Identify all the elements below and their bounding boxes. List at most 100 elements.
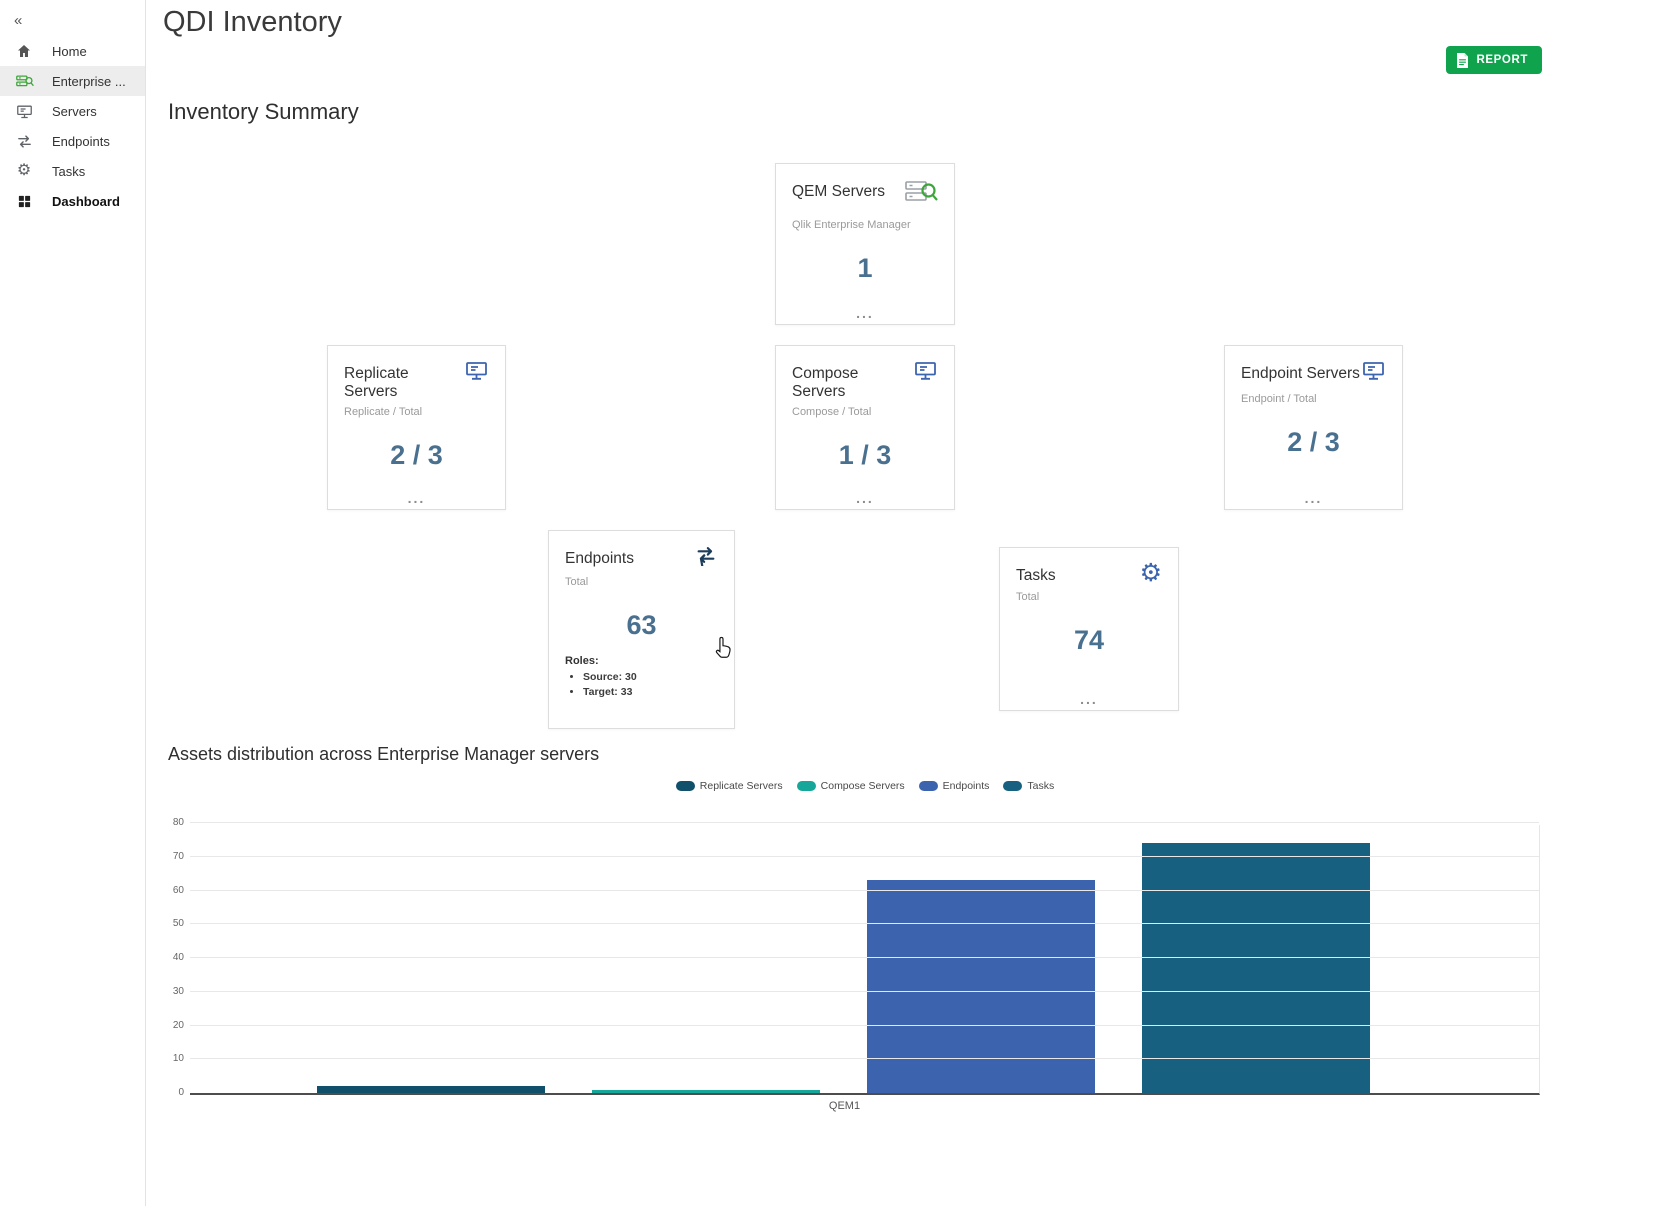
inventory-summary-heading: Inventory Summary [168,99,359,124]
monitor-icon [464,359,489,388]
gridline [190,889,1539,891]
card-title: QEM Servers [792,183,886,200]
home-icon [14,41,34,61]
sidebar-item-dashboard[interactable]: Dashboard [0,186,145,216]
card-replicate-servers: Replicate Servers Replicate / Total 2 / … [327,345,506,510]
tasks-gear-icon: ⚙ [16,162,32,179]
swap-arrows-icon [694,544,718,578]
sidebar-item-home[interactable]: Home [0,36,145,66]
sidebar-item-label: Servers [52,103,97,119]
legend-item-endpoints[interactable]: Endpoints [918,780,990,792]
legend-item-replicate-servers[interactable]: Replicate Servers [675,780,783,792]
chart-bars [169,843,1518,1093]
card-value: 2 / 3 [390,440,443,470]
card-compose-servers: Compose Servers Compose / Total 1 / 3 ..… [775,345,955,510]
servers-icon [14,101,34,121]
sidebar-item-servers[interactable]: Servers [0,96,145,126]
y-tick-label: 0 [178,1087,184,1098]
legend-label: Replicate Servers [699,780,783,792]
legend-swatch [918,781,938,791]
card-subtitle: Compose / Total [792,406,872,418]
card-title: Endpoint Servers [1241,365,1360,382]
y-tick-label: 60 [172,884,184,896]
y-tick-label: 40 [172,952,184,963]
chart-plot: 0 10 20 30 40 50 60 70 80 [173,817,1540,1098]
enterprise-manager-icon [14,71,34,91]
sidebar-item-label: Enterprise ... [52,73,126,89]
bar-endpoints [867,880,1095,1093]
card-subtitle: Total [565,576,589,588]
card-value: 74 [1073,625,1105,655]
y-tick-label: 80 [172,817,184,828]
gridline [190,990,1539,992]
legend-item-compose-servers[interactable]: Compose Servers [796,780,905,792]
legend-label: Compose Servers [820,780,905,792]
more-options-button[interactable]: ... [856,490,874,506]
gridline [190,1024,1539,1026]
gear-icon: ⚙ [1139,559,1162,587]
card-subtitle: Replicate / Total [344,406,423,418]
card-endpoint-servers: Endpoint Servers Endpoint / Total 2 / 3 … [1224,345,1403,510]
sidebar-collapse-icon[interactable]: « [14,12,22,29]
bar-compose-servers [592,1089,820,1093]
more-options-button[interactable]: ... [1080,691,1098,707]
y-tick-label: 10 [172,1053,184,1065]
gridline [190,923,1539,925]
y-tick-label: 50 [172,918,184,930]
gridline [190,1058,1539,1060]
card-value: 63 [626,610,657,640]
summary-cards: QEM Servers [146,140,1675,740]
roles-list: Source: 30 Target: 33 [583,671,718,698]
sidebar-item-label: Home [52,43,87,59]
gridline [190,855,1539,857]
card-qem-servers: QEM Servers [775,163,955,325]
qem-server-search-icon [902,177,938,214]
role-source: Source: 30 [583,671,718,683]
more-options-button[interactable]: ... [1304,490,1323,506]
card-title: Replicate Servers [344,365,409,400]
chart-title: Assets distribution across Enterprise Ma… [168,744,600,764]
card-value: 1 / 3 [838,440,892,470]
card-value: 2 / 3 [1287,427,1340,457]
sidebar-item-enterprise[interactable]: Enterprise ... [0,66,145,96]
card-value: 1 [857,253,873,283]
gridline [190,822,1539,823]
card-title: Endpoints [565,550,634,567]
chart-legend: Replicate Servers Compose Servers Endpoint… [190,780,1540,792]
card-subtitle: Total [1016,591,1040,603]
legend-swatch [675,781,695,791]
legend-swatch [796,781,816,791]
sidebar-item-label: Dashboard [52,193,120,209]
bar-tasks [1142,843,1370,1093]
x-axis-label: QEM1 [828,1100,861,1112]
monitor-icon [913,359,938,388]
legend-item-tasks[interactable]: Tasks [1003,780,1054,792]
report-button[interactable]: REPORT [1446,46,1542,74]
y-tick-label: 30 [172,985,184,997]
more-options-button[interactable]: ... [407,490,426,506]
legend-label: Tasks [1027,780,1055,792]
sidebar-item-endpoints[interactable]: Endpoints [0,126,145,156]
sidebar-nav: Home Enterprise ... [0,36,145,216]
legend-swatch [1003,781,1023,791]
card-subtitle: Qlik Enterprise Manager [792,219,911,231]
gridline [190,957,1539,958]
card-tasks: Tasks ⚙ Total 74 ... [999,547,1179,711]
roles-label: Roles: [565,655,599,667]
card-title: Compose Servers [792,365,859,400]
card-subtitle: Endpoint / Total [1241,393,1317,405]
page-title: QDI Inventory [163,6,342,38]
card-title: Tasks [1016,567,1056,584]
sidebar-item-label: Tasks [52,163,86,179]
sidebar-item-label: Endpoints [52,133,110,149]
sidebar-item-tasks[interactable]: ⚙ Tasks [0,156,145,186]
sidebar: « Home [0,0,146,1206]
dashboard-grid-icon [14,191,34,211]
role-target: Target: 33 [583,686,718,698]
monitor-icon [1361,359,1386,388]
main-content: QDI Inventory REPORT Inventory Summary Q… [146,0,1675,1206]
more-options-button[interactable]: ... [856,305,874,321]
legend-label: Endpoints [942,780,990,792]
y-tick-label: 20 [172,1019,184,1031]
